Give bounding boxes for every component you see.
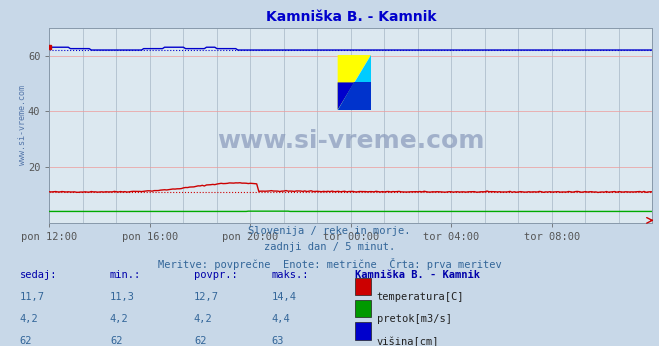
Text: sedaj:: sedaj: [20, 271, 57, 280]
Polygon shape [337, 82, 371, 110]
Text: maks.:: maks.: [272, 271, 309, 280]
Text: 62: 62 [110, 336, 123, 346]
Text: 4,2: 4,2 [194, 314, 213, 324]
Text: www.si-vreme.com: www.si-vreme.com [217, 129, 484, 153]
Y-axis label: www.si-vreme.com: www.si-vreme.com [18, 85, 26, 165]
Text: Slovenija / reke in morje.: Slovenija / reke in morje. [248, 226, 411, 236]
Text: 4,2: 4,2 [20, 314, 38, 324]
Bar [355, 300, 372, 317]
Text: zadnji dan / 5 minut.: zadnji dan / 5 minut. [264, 242, 395, 252]
Text: 4,2: 4,2 [110, 314, 129, 324]
Text: 11,3: 11,3 [110, 292, 135, 302]
Polygon shape [337, 55, 371, 110]
Text: povpr.:: povpr.: [194, 271, 238, 280]
Text: 63: 63 [272, 336, 284, 346]
Text: 12,7: 12,7 [194, 292, 219, 302]
Polygon shape [337, 55, 371, 110]
Polygon shape [337, 82, 355, 110]
Text: Kamniška B. - Kamnik: Kamniška B. - Kamnik [355, 271, 480, 280]
Text: 14,4: 14,4 [272, 292, 297, 302]
Bar [355, 277, 372, 295]
Text: Meritve: povprečne  Enote: metrične  Črta: prva meritev: Meritve: povprečne Enote: metrične Črta:… [158, 258, 501, 270]
Text: 62: 62 [20, 336, 32, 346]
Text: 4,4: 4,4 [272, 314, 290, 324]
Text: min.:: min.: [110, 271, 141, 280]
Text: 11,7: 11,7 [20, 292, 45, 302]
Text: temperatura[C]: temperatura[C] [377, 292, 464, 302]
Text: 62: 62 [194, 336, 206, 346]
Bar [355, 322, 372, 340]
Title: Kamniška B. - Kamnik: Kamniška B. - Kamnik [266, 10, 436, 24]
Text: višina[cm]: višina[cm] [377, 336, 439, 346]
Text: pretok[m3/s]: pretok[m3/s] [377, 314, 451, 324]
